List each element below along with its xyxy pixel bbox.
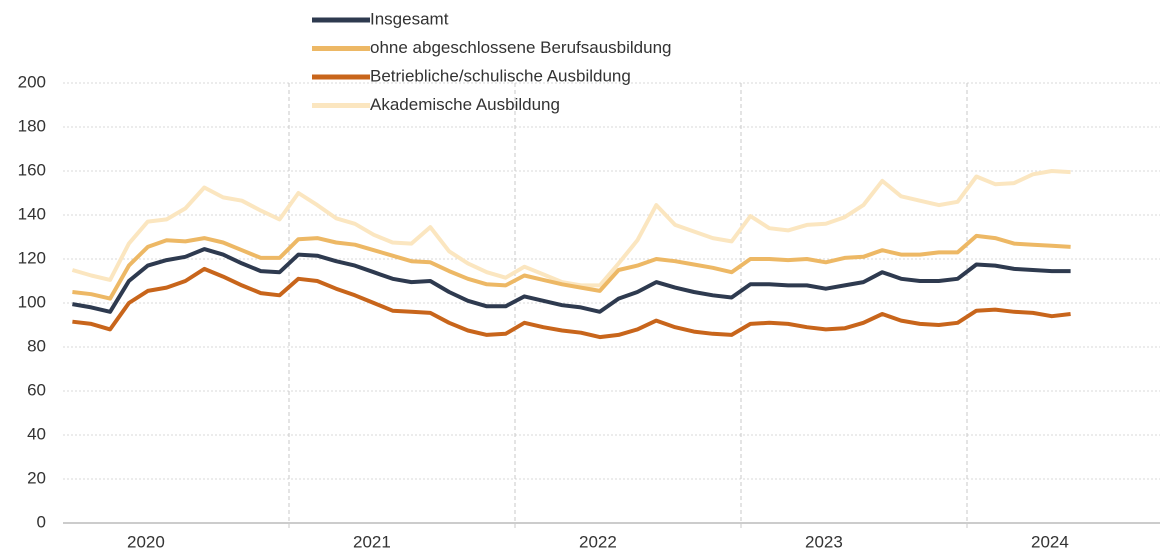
series-line [71, 169, 1071, 288]
y-tick-label: 200 [18, 72, 46, 91]
y-tick-label: 180 [18, 116, 46, 135]
x-tick-label: 2021 [353, 532, 391, 548]
y-tick-label: 100 [18, 292, 46, 311]
y-tick-label: 80 [27, 336, 46, 355]
legend-label: Betriebliche/schulische Ausbildung [370, 66, 631, 85]
y-tick-label: 20 [27, 468, 46, 487]
legend-label: Akademische Ausbildung [370, 95, 560, 114]
series-line [72, 247, 1071, 314]
y-tick-label: 140 [18, 204, 46, 223]
y-tick-label: 0 [37, 512, 46, 531]
y-tick-label: 160 [18, 160, 46, 179]
x-tick-label: 2023 [805, 532, 843, 548]
y-tick-label: 40 [27, 424, 46, 443]
y-tick-label: 120 [18, 248, 46, 267]
legend-label: Insgesamt [370, 9, 449, 28]
series-line [72, 233, 1071, 301]
x-tick-label: 2022 [579, 532, 617, 548]
legend-label: ohne abgeschlossene Berufsausbildung [370, 38, 672, 57]
x-tick-label: 2024 [1031, 532, 1069, 548]
x-tick-label: 2020 [127, 532, 165, 548]
y-tick-label: 60 [27, 380, 46, 399]
series-line [72, 266, 1071, 340]
